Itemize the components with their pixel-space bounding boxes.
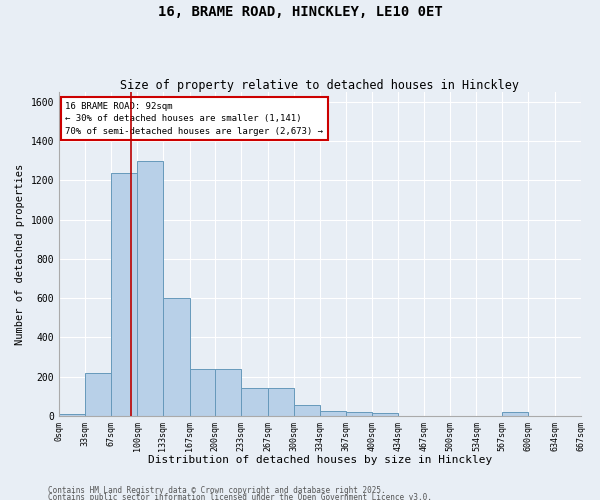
Bar: [85, 373, 112, 416]
Bar: [268, 388, 293, 416]
Bar: [372, 413, 398, 416]
Bar: [320, 411, 346, 416]
Title: Size of property relative to detached houses in Hinckley: Size of property relative to detached ho…: [120, 79, 519, 92]
Bar: [59, 414, 85, 416]
Bar: [293, 405, 320, 416]
Bar: [163, 298, 190, 416]
Text: Contains public sector information licensed under the Open Government Licence v3: Contains public sector information licen…: [48, 494, 432, 500]
X-axis label: Distribution of detached houses by size in Hinckley: Distribution of detached houses by size …: [148, 455, 492, 465]
Text: 16 BRAME ROAD: 92sqm
← 30% of detached houses are smaller (1,141)
70% of semi-de: 16 BRAME ROAD: 92sqm ← 30% of detached h…: [65, 102, 323, 136]
Bar: [112, 172, 137, 416]
Text: Contains HM Land Registry data © Crown copyright and database right 2025.: Contains HM Land Registry data © Crown c…: [48, 486, 386, 495]
Bar: [215, 369, 241, 416]
Bar: [137, 160, 163, 416]
Bar: [190, 369, 215, 416]
Text: 16, BRAME ROAD, HINCKLEY, LE10 0ET: 16, BRAME ROAD, HINCKLEY, LE10 0ET: [158, 5, 442, 19]
Bar: [502, 412, 528, 416]
Bar: [241, 388, 268, 416]
Y-axis label: Number of detached properties: Number of detached properties: [15, 164, 25, 344]
Bar: [346, 412, 372, 416]
